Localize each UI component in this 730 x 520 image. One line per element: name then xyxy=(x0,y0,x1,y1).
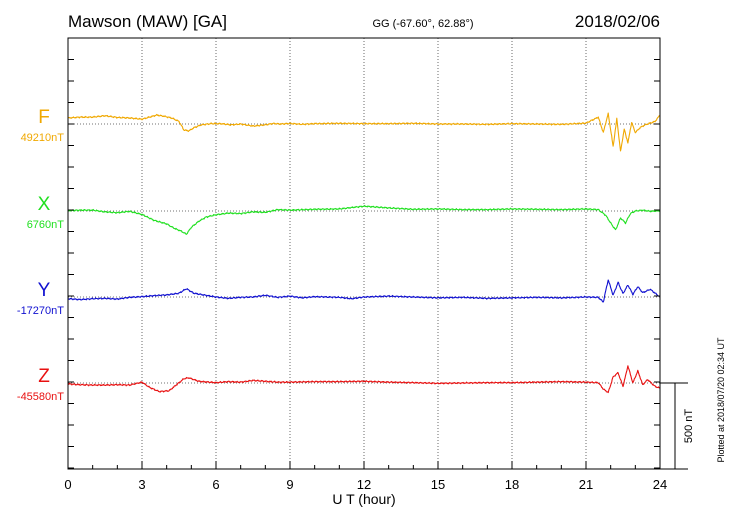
coordinates-label: GG (-67.60°, 62.88°) xyxy=(372,18,473,30)
x-tick-label-12: 12 xyxy=(357,477,371,492)
scale-bar-label: 500 nT xyxy=(683,409,695,444)
x-tick-label-3: 3 xyxy=(138,477,145,492)
grid xyxy=(68,38,660,469)
series-labels: F 49210nT X 6760nT Y -17270nT Z -45580nT xyxy=(17,107,64,403)
date-label: 2018/02/06 xyxy=(575,12,660,31)
x-tick-label-9: 9 xyxy=(286,477,293,492)
series-name-y: Y xyxy=(38,280,51,301)
x-axis: 0 3 6 9 12 15 18 21 24 xyxy=(64,59,667,492)
series-layer xyxy=(67,112,661,394)
series-name-x: X xyxy=(38,194,51,215)
x-axis-label: U T (hour) xyxy=(332,491,395,507)
baseline-label-x: 6760nT xyxy=(27,219,65,231)
x-tick-label-6: 6 xyxy=(212,477,219,492)
station-title: Mawson (MAW) [GA] xyxy=(68,12,227,31)
x-tick-label-15: 15 xyxy=(431,477,445,492)
series-name-z: Z xyxy=(38,366,50,387)
x-tick-label-0: 0 xyxy=(64,477,71,492)
series-name-f: F xyxy=(38,107,50,128)
x-tick-label-24: 24 xyxy=(653,477,667,492)
x-tick-label-18: 18 xyxy=(505,477,519,492)
baseline-label-f: 49210nT xyxy=(21,132,65,144)
scale-bar: 500 nT xyxy=(660,382,695,470)
series-line-y xyxy=(67,279,661,303)
series-line-x xyxy=(67,205,661,235)
plotted-at-note: Plotted at 2018/07/20 02:34 UT xyxy=(716,337,726,463)
series-line-z xyxy=(67,365,661,394)
baseline-label-y: -17270nT xyxy=(17,305,64,317)
series-line-f xyxy=(67,112,661,152)
baseline-label-z: -45580nT xyxy=(17,391,64,403)
x-tick-label-21: 21 xyxy=(579,477,593,492)
